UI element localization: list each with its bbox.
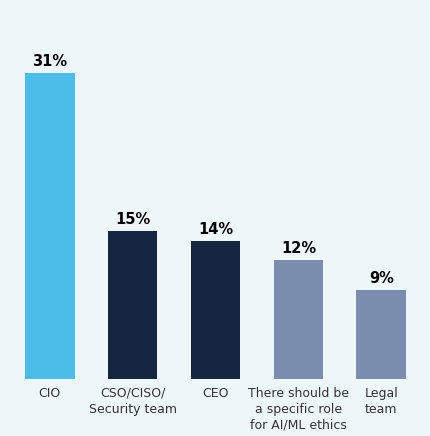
Bar <box>273 260 322 378</box>
Text: 15%: 15% <box>115 212 150 227</box>
Text: 12%: 12% <box>280 242 315 256</box>
Text: 14%: 14% <box>197 221 233 237</box>
Bar <box>25 73 74 378</box>
Bar <box>108 231 157 378</box>
Bar <box>356 290 405 378</box>
Text: 31%: 31% <box>32 54 67 69</box>
Bar <box>190 241 240 378</box>
Text: 9%: 9% <box>368 271 393 286</box>
